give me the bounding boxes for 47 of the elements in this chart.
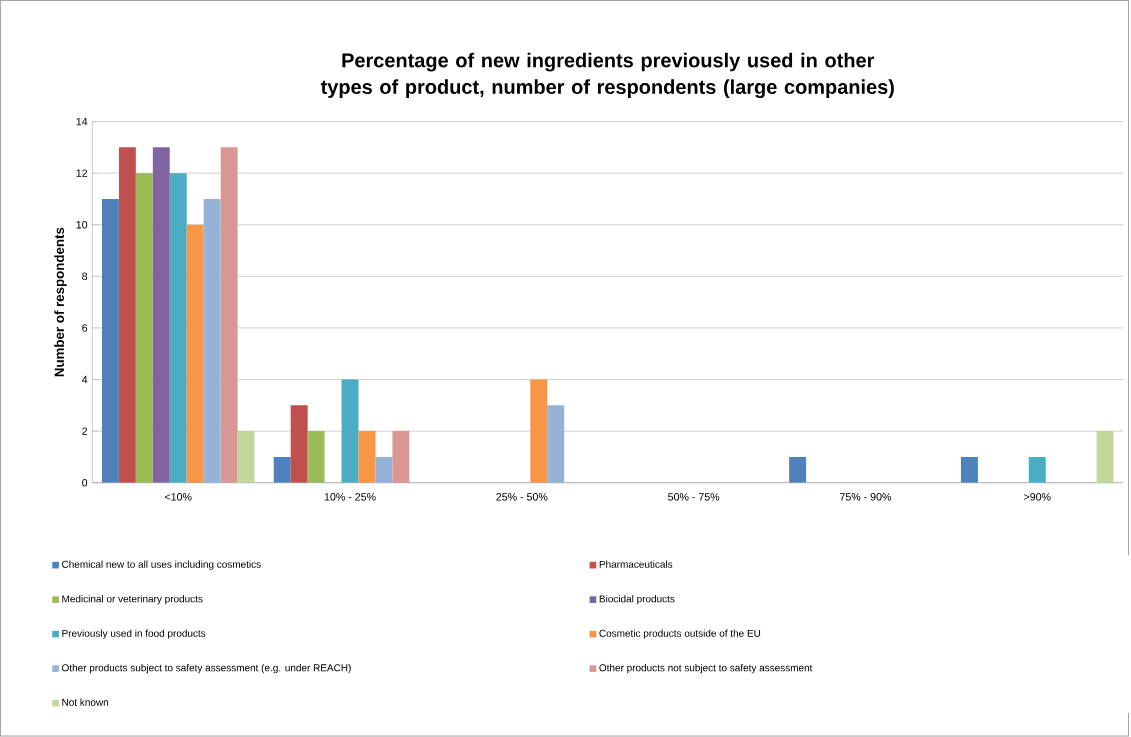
bar [101, 199, 119, 483]
x-tick-label: 10% - 25% [324, 493, 376, 501]
legend-label: Other products not subject to safety assessment [599, 664, 813, 674]
bar [789, 457, 807, 483]
legend-label: Pharmaceuticals [599, 560, 673, 569]
bar [237, 431, 255, 483]
bar [290, 405, 308, 483]
legend-label: Cosmetic products outside of the EU [599, 629, 761, 639]
bar [358, 431, 376, 483]
bar [341, 379, 359, 483]
x-tick-label: <10% [164, 493, 192, 501]
bar [307, 431, 325, 483]
legend-label: Medicinal or veterinary products [62, 595, 203, 605]
y-tick-label: 0 [82, 479, 88, 487]
bar [169, 173, 187, 483]
bar [960, 457, 978, 483]
chart-title: Percentage of new ingredients previously used in other types of product, number of respondents (large companies) [320, 52, 894, 99]
bar [203, 199, 221, 483]
legend-label: Biocidal products [599, 595, 675, 605]
bar [392, 431, 410, 483]
bar [530, 379, 548, 483]
bar [547, 405, 565, 483]
bar [220, 147, 238, 483]
bar [135, 173, 153, 483]
legend-label: Not known [62, 698, 109, 707]
bar [1096, 431, 1114, 483]
y-tick-label: 14 [76, 118, 88, 126]
bar [1028, 457, 1046, 483]
legend-label: Previously used in food products [62, 629, 206, 639]
y-tick-label: 10 [76, 221, 88, 229]
x-tick-label: 50% - 75% [668, 493, 720, 501]
x-tick-label: 75% - 90% [839, 493, 892, 501]
bar [118, 147, 136, 483]
bar [273, 457, 291, 483]
y-tick-label: 4 [81, 376, 88, 384]
y-tick-label: 2 [82, 427, 88, 436]
legend-label: Other products subject to safety assessment (e.g. under REACH) [62, 664, 351, 674]
legend-label: Chemical new to all uses including cosmetics [62, 560, 261, 570]
bar [152, 147, 170, 483]
x-tick-label: >90% [1024, 493, 1051, 501]
x-tick-label: 25% - 50% [496, 493, 548, 501]
bar [186, 224, 204, 483]
y-tick-label: 8 [82, 272, 88, 281]
bar [375, 457, 393, 483]
y-tick-label: 12 [76, 169, 88, 178]
y-axis-title: Number of respondents [54, 227, 67, 377]
y-tick-label: 6 [82, 324, 88, 332]
